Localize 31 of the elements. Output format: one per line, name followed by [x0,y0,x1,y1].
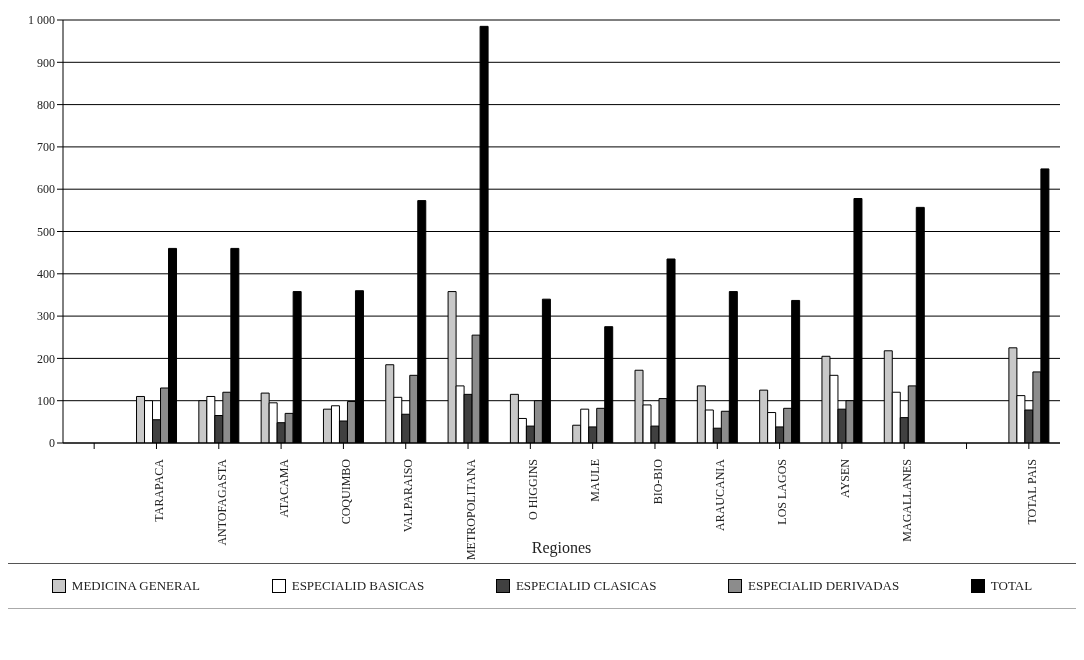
x-tick-label: METROPOLITANA [463,458,478,561]
y-tick-label: 1 000 [28,13,55,28]
legend-label: ESPECIALID CLASICAS [515,578,657,594]
x-tick-label: ARAUCANIA [713,458,728,531]
x-tick-label: MAULE [588,459,603,502]
y-tick-label: 500 [37,224,55,239]
y-tick-label: 800 [37,97,55,112]
y-tick-label: 600 [37,182,55,197]
x-tick-label: ATACAMA [276,458,291,518]
y-tick-label: 200 [37,351,55,366]
x-tick-label: LOS LAGOS [775,459,790,525]
x-tick-label: TARAPACA [152,458,167,522]
x-tick-label: COQUIMBO [339,458,354,525]
x-tick-label: TOTAL PAIS [1024,459,1039,525]
x-tick-label: VALPARAISO [401,458,416,533]
x-tick-label: BIO-BIO [650,458,665,505]
legend-label: ESPECIALID DERIVADAS [748,578,900,594]
legend-label: ESPECIALID BASICAS [291,578,425,594]
x-tick-label: ANTOFAGASTA [214,458,229,546]
y-tick-label: 300 [37,309,55,324]
y-tick-label: 700 [37,140,55,155]
legend-label: MEDICINA GENERAL [71,578,201,594]
x-tick-label: MAGALLANES [899,459,914,542]
x-axis-title: Regiones [531,539,592,557]
legend-label: TOTAL [990,578,1033,594]
y-tick-label: 400 [37,267,55,282]
y-tick-label: 900 [37,55,55,70]
x-tick-label: AYSEN [837,458,852,498]
y-tick-label: 0 [49,436,55,451]
y-tick-label: 100 [37,393,55,408]
x-tick-label: O HIGGINS [526,459,541,520]
